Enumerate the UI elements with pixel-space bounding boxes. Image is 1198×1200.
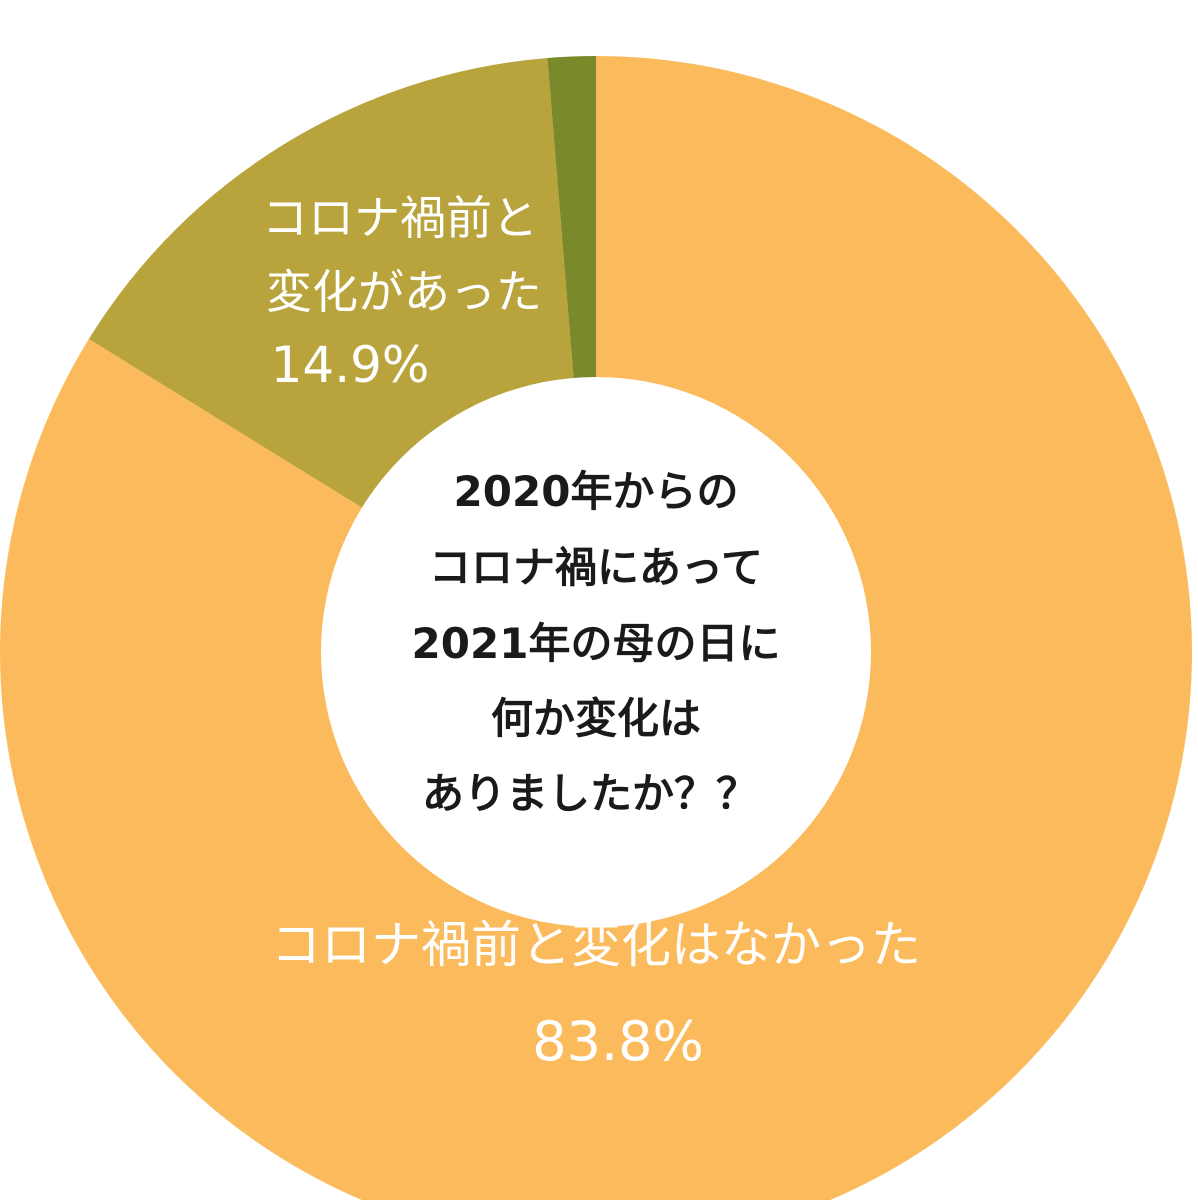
center-question: 2020年からの コロナ禍にあって 2021年の母の日に 何か変化は ありました… (412, 467, 781, 818)
slice-value-changed: 14.9% (271, 336, 430, 394)
slice-label-changed: 変化があった (266, 265, 542, 319)
slice-value-no-change: 83.8% (532, 1010, 704, 1073)
center-text-line: コロナ禍にあって (429, 543, 763, 592)
center-text-line: 2021年の母の日に (412, 619, 781, 668)
center-text-line: ありましたか？？ (422, 769, 758, 818)
center-text-line: 2020年からの (454, 467, 739, 516)
slice-label-changed: コロナ禍前と (262, 191, 538, 245)
center-text-line: 何か変化は (491, 694, 701, 743)
slice-label-no-change: コロナ禍前と変化はなかった (271, 916, 921, 974)
slice-labels: コロナ禍前と変化はなかった 83.8% コロナ禍前と 変化があった 14.9% (262, 191, 921, 1073)
center-hole (321, 377, 871, 927)
